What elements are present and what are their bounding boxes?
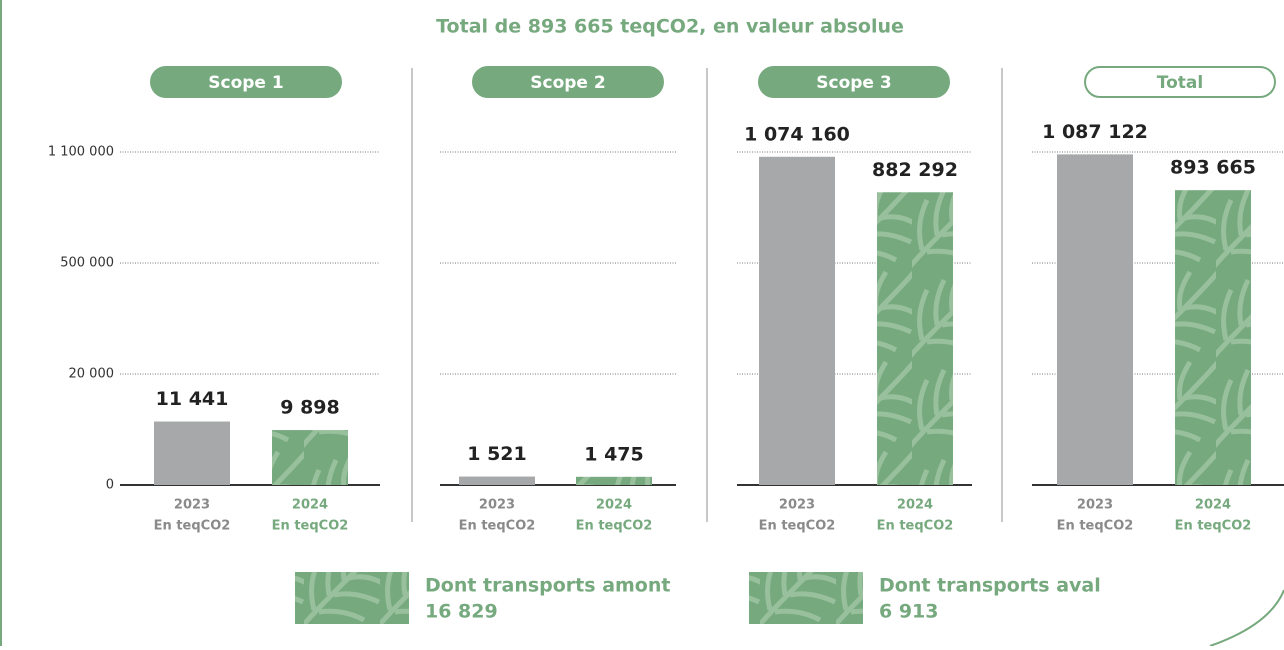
y-tick-label: 500 000: [60, 256, 114, 271]
annotation-value: 6 913: [879, 601, 939, 623]
frame-curve: [1210, 590, 1284, 646]
value-label: 882 292: [872, 159, 958, 181]
unit-label: En teqCO2: [759, 519, 836, 534]
y-tick-label: 20 000: [69, 367, 115, 382]
value-label: 1 074 160: [744, 123, 850, 145]
unit-label: En teqCO2: [1057, 519, 1134, 534]
annotation-value: 16 829: [425, 601, 498, 623]
y-tick-label: 1 100 000: [48, 145, 114, 160]
bar: [1175, 190, 1251, 485]
year-label: 2024: [1195, 498, 1231, 513]
year-label: 2024: [292, 498, 328, 513]
value-label: 1 087 122: [1042, 121, 1148, 143]
value-label: 1 475: [584, 443, 644, 465]
scope-label: Scope 1: [208, 73, 283, 93]
year-label: 2023: [1077, 498, 1113, 513]
unit-label: En teqCO2: [459, 519, 536, 534]
value-label: 9 898: [280, 397, 340, 419]
value-label: 11 441: [156, 388, 229, 410]
value-label: 893 665: [1170, 157, 1256, 179]
bar: [272, 430, 348, 485]
unit-label: En teqCO2: [877, 519, 954, 534]
year-label: 2023: [479, 498, 515, 513]
year-label: 2023: [174, 498, 210, 513]
scope-label: Total: [1157, 73, 1203, 93]
year-label: 2024: [897, 498, 933, 513]
bar: [759, 157, 835, 485]
legend-swatch: [295, 572, 409, 624]
bar: [154, 422, 230, 485]
chart: Total de 893 665 teqCO2, en valeur absol…: [0, 0, 1284, 646]
annotation-label: Dont transports amont: [425, 575, 670, 597]
unit-label: En teqCO2: [154, 519, 231, 534]
bar: [459, 477, 535, 485]
chart-title: Total de 893 665 teqCO2, en valeur absol…: [436, 16, 904, 38]
bar: [1057, 154, 1133, 485]
scope-label: Scope 3: [816, 73, 891, 93]
bar: [576, 477, 652, 485]
unit-label: En teqCO2: [576, 519, 653, 534]
unit-label: En teqCO2: [272, 519, 349, 534]
unit-label: En teqCO2: [1175, 519, 1252, 534]
scope-label: Scope 2: [530, 73, 605, 93]
year-label: 2023: [779, 498, 815, 513]
value-label: 1 521: [467, 443, 527, 465]
bar: [877, 192, 953, 485]
legend-swatch: [749, 572, 863, 624]
annotation-label: Dont transports aval: [879, 575, 1101, 597]
y-tick-label: 0: [106, 478, 114, 493]
year-label: 2024: [596, 498, 632, 513]
